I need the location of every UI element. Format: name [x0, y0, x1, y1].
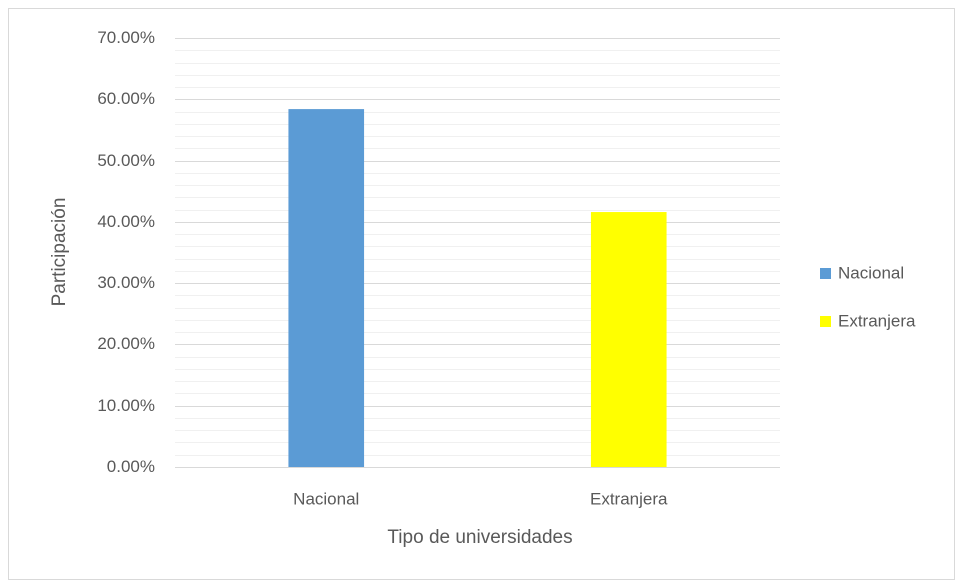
y-tick-label: 0.00% — [107, 457, 155, 476]
chart-border — [8, 8, 955, 580]
bar — [288, 109, 365, 467]
y-tick-label: 60.00% — [97, 89, 155, 108]
y-tick-label: 30.00% — [97, 273, 155, 292]
y-tick-label: 70.00% — [97, 28, 155, 47]
y-tick-label: 50.00% — [97, 151, 155, 170]
bar — [590, 212, 667, 467]
legend-label: Extranjera — [838, 311, 916, 330]
y-tick-label: 10.00% — [97, 396, 155, 415]
legend-swatch — [820, 268, 831, 279]
x-tick-label: Nacional — [293, 489, 359, 508]
legend-swatch — [820, 316, 831, 327]
x-axis-title: Tipo de universidades — [387, 527, 572, 548]
x-tick-label: Extranjera — [590, 489, 668, 508]
y-axis-title: Participación — [49, 198, 70, 307]
legend-label: Nacional — [838, 263, 904, 282]
y-tick-label: 40.00% — [97, 212, 155, 231]
y-tick-label: 20.00% — [97, 334, 155, 353]
